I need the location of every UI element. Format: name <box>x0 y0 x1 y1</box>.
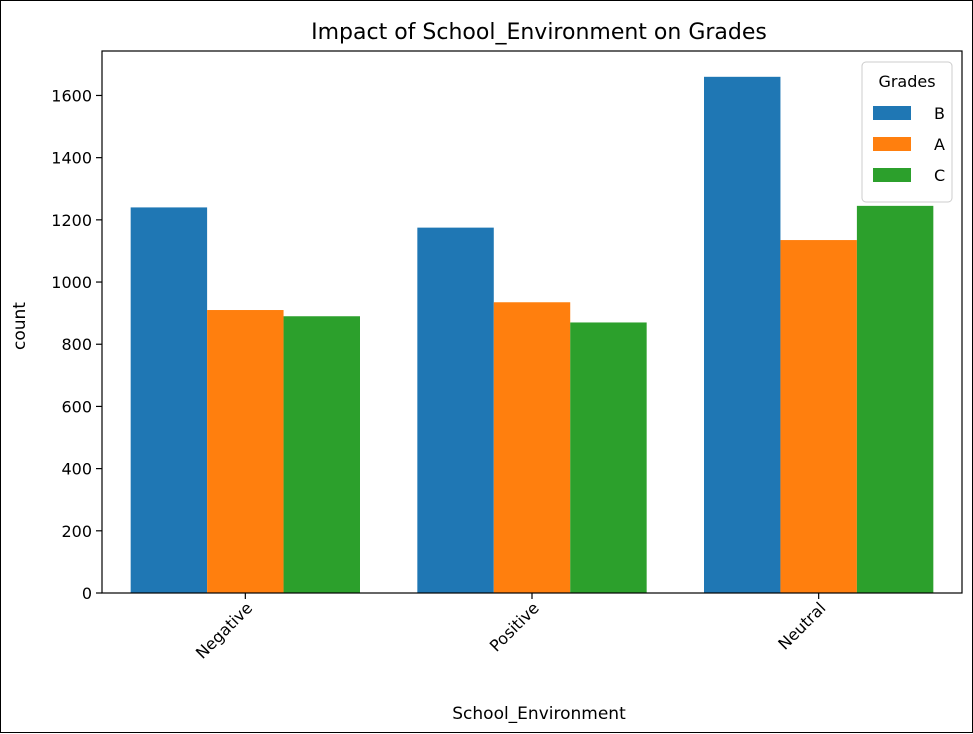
plot-area-frame <box>101 50 963 594</box>
legend-swatch-A <box>873 137 911 151</box>
legend-swatch-C <box>873 168 911 182</box>
legend-swatch-B <box>873 106 911 120</box>
bar-C-neutral <box>856 205 934 593</box>
bars-group <box>130 76 934 594</box>
bar-C-negative <box>283 316 360 593</box>
bar-B-negative <box>130 207 208 593</box>
legend-title: Grades <box>878 72 935 91</box>
bar-A-neutral <box>780 240 857 593</box>
y-tick-label: 1000 <box>51 273 92 292</box>
x-axis: Negative Positive Neutral <box>192 593 829 663</box>
y-tick-label: 800 <box>61 335 92 354</box>
legend-box <box>861 61 953 203</box>
x-axis-label: School_Environment <box>452 704 626 724</box>
y-tick-label: 0 <box>82 584 92 603</box>
y-tick-label: 1200 <box>51 211 92 230</box>
y-axis: 0 200 400 600 800 1000 1200 1400 1600 <box>51 86 102 603</box>
legend-label-C: C <box>934 166 945 185</box>
legend-label-A: A <box>934 135 945 154</box>
x-tick-label-negative: Negative <box>192 598 256 662</box>
y-tick-label: 600 <box>61 397 92 416</box>
y-tick-label: 1400 <box>51 149 92 168</box>
bar-A-negative <box>207 310 284 593</box>
y-axis-label: count <box>10 302 30 350</box>
x-tick-label-positive: Positive <box>486 598 543 655</box>
bar-B-neutral <box>704 76 781 594</box>
legend-label-B: B <box>934 104 945 123</box>
y-tick-label: 400 <box>61 460 92 479</box>
y-tick-label: 1600 <box>51 86 92 105</box>
y-tick-label: 200 <box>61 522 92 541</box>
legend: Grades BAC <box>861 61 953 203</box>
bar-B-positive <box>417 227 494 593</box>
bar-A-positive <box>493 302 571 593</box>
x-tick-label-neutral: Neutral <box>774 598 829 653</box>
chart-title: Impact of School_Environment on Grades <box>311 20 767 45</box>
bar-C-positive <box>570 322 647 593</box>
